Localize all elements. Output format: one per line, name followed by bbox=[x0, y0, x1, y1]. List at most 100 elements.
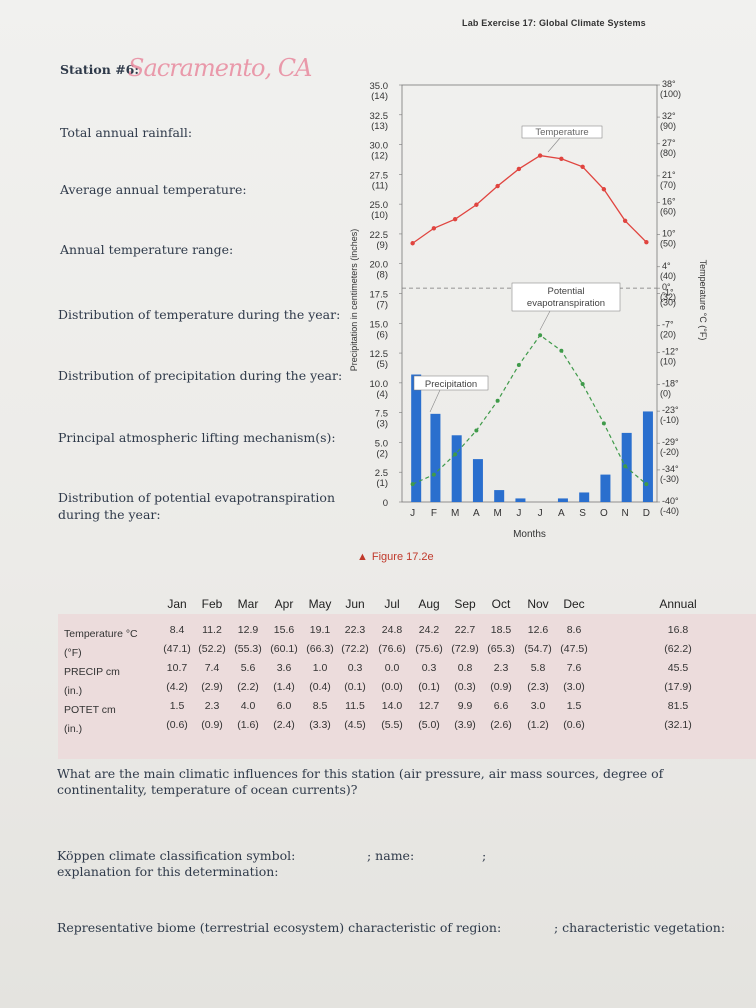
left-axis-label: Precipitation in centimeters (inches) bbox=[349, 229, 359, 372]
pet-point bbox=[601, 421, 606, 426]
table-cell: (2.9) bbox=[201, 681, 223, 693]
left-tick-label: 10.0 bbox=[370, 379, 389, 390]
right-tick-fahrenheit: (70) bbox=[660, 180, 676, 190]
question-lifting-mechanism: Principal atmospheric lifting mechanism(… bbox=[58, 430, 336, 445]
left-tick-inches: (8) bbox=[376, 270, 388, 281]
precipitation-bar bbox=[579, 492, 590, 502]
table-cell: (47.1) bbox=[163, 643, 191, 655]
month-header: Nov bbox=[527, 597, 549, 611]
table-cell: 0.3 bbox=[347, 662, 363, 674]
table-cell: (3.9) bbox=[454, 719, 476, 731]
table-cell: (76.6) bbox=[378, 643, 406, 655]
pet-point bbox=[623, 464, 628, 469]
left-tick-inches: (5) bbox=[376, 359, 388, 370]
left-tick-label: 17.5 bbox=[370, 290, 389, 301]
question-avg-temperature: Average annual temperature: bbox=[60, 182, 247, 197]
left-tick-inches: (3) bbox=[376, 419, 388, 430]
pet-point bbox=[495, 398, 500, 403]
left-tick-inches: (11) bbox=[372, 180, 388, 191]
right-tick-fahrenheit: (32) bbox=[660, 292, 676, 302]
pet-annotation: Potential bbox=[548, 286, 585, 297]
annual-cell: (62.2) bbox=[664, 643, 692, 655]
right-tick-label: 32° bbox=[662, 111, 676, 121]
temperature-annotation: Temperature bbox=[535, 127, 588, 138]
table-cell: (2.3) bbox=[527, 681, 549, 693]
annual-cell: (17.9) bbox=[664, 681, 692, 693]
question-temperature-range: Annual temperature range: bbox=[60, 242, 234, 257]
month-header: Aug bbox=[418, 597, 440, 611]
temperature-point bbox=[495, 183, 500, 189]
precipitation-bar bbox=[494, 490, 505, 502]
annual-cell: (32.1) bbox=[664, 719, 692, 731]
temperature-point bbox=[474, 202, 479, 207]
table-cell: 24.2 bbox=[418, 624, 440, 636]
table-cell: (0.6) bbox=[563, 719, 585, 731]
month-header: Mar bbox=[237, 597, 259, 611]
name-end: ; bbox=[482, 848, 487, 863]
annual-cell: 45.5 bbox=[667, 662, 689, 674]
question-total-rainfall: Total annual rainfall: bbox=[60, 125, 193, 140]
climate-data-table: Jan Feb Mar Apr May Jun Jul Aug Sep Oct Nov Dec Annu… bbox=[58, 592, 724, 759]
month-header: May bbox=[308, 597, 332, 611]
table-cell: (2.2) bbox=[237, 681, 259, 693]
table-cell: 2.3 bbox=[493, 662, 509, 674]
pet-point bbox=[559, 348, 564, 353]
figure-caption-text: Figure 17.2e bbox=[371, 551, 434, 563]
month-header: Jan bbox=[167, 597, 187, 611]
table-cell: (3.0) bbox=[563, 681, 585, 693]
table-cell: 3.6 bbox=[276, 662, 292, 674]
precipitation-bar bbox=[515, 498, 526, 502]
right-tick-label: -23° bbox=[662, 405, 679, 415]
left-tick-inches: (6) bbox=[376, 329, 388, 340]
pet-point bbox=[580, 382, 585, 387]
month-header: Apr bbox=[274, 597, 294, 611]
left-tick-inches: (2) bbox=[376, 448, 388, 459]
month-tick-label: M bbox=[451, 508, 459, 519]
table-cell: (52.2) bbox=[198, 643, 226, 655]
chart-labels: J F M A M J J A S O N D Months Temperature Potentialev… bbox=[410, 125, 650, 540]
right-tick-fahrenheit: (-30) bbox=[660, 474, 679, 484]
station-handwritten-name: Sacramento, CA bbox=[128, 54, 312, 82]
right-tick-fahrenheit: (-10) bbox=[660, 415, 679, 425]
temperature-point bbox=[410, 241, 415, 246]
left-tick-label: 20.0 bbox=[370, 260, 389, 271]
table-cell: 8.6 bbox=[566, 624, 582, 636]
table-cell: (2.4) bbox=[273, 719, 295, 731]
table-cell: 15.6 bbox=[273, 624, 295, 636]
month-tick-label: J bbox=[410, 508, 415, 519]
right-tick-label: -34° bbox=[662, 464, 679, 474]
pet-point bbox=[538, 333, 543, 338]
table-cell: (72.9) bbox=[451, 643, 479, 655]
pet-annotation-2: evapotranspiration bbox=[527, 298, 605, 309]
right-axis-label: Temperature °C (°F) bbox=[698, 260, 708, 341]
month-tick-label: F bbox=[431, 508, 437, 519]
table-background bbox=[58, 614, 756, 759]
table-cell: 9.9 bbox=[457, 700, 473, 712]
left-tick-inches: (10) bbox=[371, 210, 388, 221]
table-cell: 5.8 bbox=[530, 662, 546, 674]
left-tick-inches: (4) bbox=[376, 389, 388, 400]
table-cell: (1.2) bbox=[527, 719, 549, 731]
table-cell: 7.4 bbox=[204, 662, 220, 674]
annual-header: Annual bbox=[659, 597, 697, 611]
table-cell: (72.2) bbox=[341, 643, 369, 655]
table-cell: 0.3 bbox=[421, 662, 437, 674]
right-tick-label: -18° bbox=[662, 378, 679, 388]
table-cell: (0.9) bbox=[490, 681, 512, 693]
table-cell: 11.5 bbox=[345, 700, 365, 712]
left-tick-label: 15.0 bbox=[370, 319, 389, 330]
table-cell: 0.8 bbox=[457, 662, 473, 674]
right-tick-label: -1° bbox=[662, 288, 674, 298]
table-cell: 3.0 bbox=[530, 700, 546, 712]
pet-point bbox=[431, 472, 436, 477]
right-tick-fahrenheit: (-20) bbox=[660, 447, 679, 457]
right-tick-label: 10° bbox=[662, 229, 676, 239]
table-cell: 0.0 bbox=[384, 662, 400, 674]
right-tick-fahrenheit: (80) bbox=[660, 148, 676, 158]
month-header: Jul bbox=[384, 597, 400, 611]
left-tick-label: 30.0 bbox=[370, 141, 389, 152]
table-cell: 18.5 bbox=[490, 624, 512, 636]
pet-point bbox=[474, 428, 479, 433]
table-cell: (4.2) bbox=[166, 681, 188, 693]
